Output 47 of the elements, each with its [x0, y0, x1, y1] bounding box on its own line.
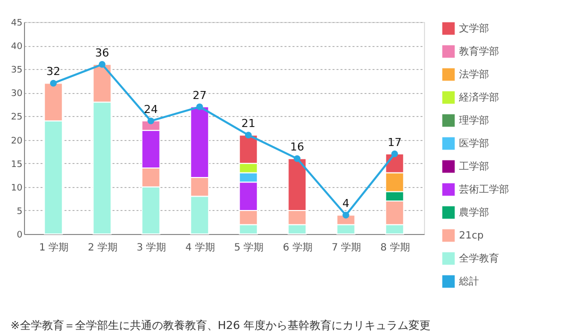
total-label: 17 — [388, 136, 402, 149]
total-label: 24 — [144, 102, 158, 116]
point — [294, 155, 300, 162]
legend-label: 芸術工学部 — [459, 184, 509, 196]
point — [148, 118, 154, 124]
y-tick-label: 40 — [11, 42, 23, 52]
y-tick-label: 0 — [16, 230, 23, 240]
x-tick-label: 3 学期 — [136, 242, 166, 254]
y-tick-label: 35 — [11, 66, 22, 76]
total-label: 36 — [95, 46, 110, 60]
point — [196, 103, 203, 110]
point — [50, 80, 57, 87]
legend-label: 医学部 — [459, 138, 489, 150]
x-tick-label: 1 学期 — [39, 242, 69, 254]
y-tick-label: 20 — [11, 136, 23, 146]
legend-label: 総計 — [458, 276, 479, 288]
y-tick-label: 30 — [11, 89, 23, 100]
legend-label: 農学部 — [459, 206, 489, 218]
legend-label: 文学部 — [459, 22, 489, 34]
total-label: 27 — [192, 88, 207, 102]
y-tick-label: 10 — [11, 183, 23, 194]
legend-label: 理学部 — [459, 114, 489, 126]
text: ※全学教育＝全学部生に共通の教養教育、H26 年度から基幹教育にカリキュラム変更 — [10, 319, 431, 331]
total-label: 16 — [290, 140, 304, 154]
x-tick-label: 5 学期 — [234, 242, 264, 254]
total-label: 32 — [46, 65, 60, 78]
y-tick-label: 15 — [11, 160, 22, 170]
x-tick-label: 6 学期 — [282, 242, 312, 254]
y-tick-label: 25 — [11, 112, 22, 123]
y-tick-label: 45 — [11, 18, 22, 28]
legend-label: 21cp — [459, 230, 484, 242]
legend-label: 工学部 — [459, 160, 489, 172]
x-tick-label: 8 学期 — [380, 242, 410, 254]
point — [342, 212, 350, 219]
point — [245, 132, 252, 138]
total-label: 4 — [342, 197, 350, 210]
point — [98, 61, 106, 68]
x-tick-label: 7 学期 — [332, 242, 362, 254]
legend-label: 全学教育 — [459, 252, 499, 264]
legend-label: 法学部 — [459, 68, 489, 80]
x-tick-label: 2 学期 — [88, 242, 118, 254]
point — [391, 150, 398, 158]
total-label: 21 — [241, 117, 256, 130]
y-tick-label: 5 — [16, 206, 22, 217]
x-tick-label: 4 学期 — [185, 242, 215, 254]
legend-label: 経済学部 — [458, 92, 499, 104]
legend-label: 教育学部 — [459, 46, 499, 58]
